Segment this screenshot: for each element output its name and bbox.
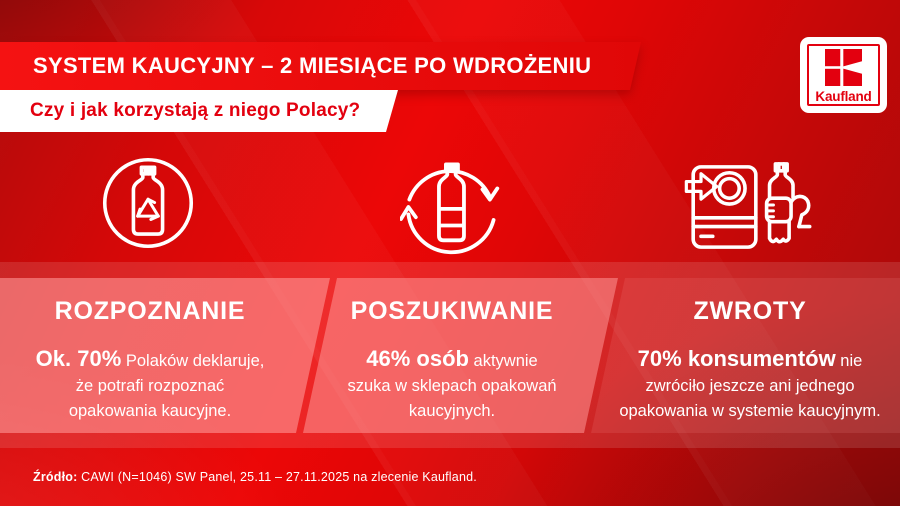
- column-body: Ok. 70% Polaków deklaruje, że potrafi ro…: [15, 346, 285, 424]
- panel-poszukiwanie: [303, 278, 618, 433]
- column-heading: ZWROTY: [693, 297, 807, 325]
- deposit-machine-icon: [684, 161, 812, 253]
- column-rozpoznanie: ROZPOZNANIE Ok. 70% Polaków deklaruje, ż…: [15, 299, 285, 424]
- page-title: SYSTEM KAUCYJNY – 2 MIESIĄCE PO WDROŻENI…: [33, 53, 592, 78]
- title-banner: SYSTEM KAUCYJNY – 2 MIESIĄCE PO WDROŻENI…: [0, 42, 641, 90]
- panel-rozpoznanie: [0, 278, 330, 433]
- kaufland-logo: Kaufland: [800, 37, 887, 113]
- stat-rest: aktywnie: [468, 352, 538, 370]
- panel-zwroty: [591, 278, 900, 433]
- stat-value: 70% konsumentów: [637, 346, 836, 371]
- stat-value: Ok. 70%: [35, 346, 122, 371]
- kaufland-k-icon: [825, 49, 862, 86]
- column-zwroty: ZWROTY 70% konsumentów nie zwróciło jesz…: [595, 299, 900, 424]
- source-label: Źródło:: [33, 470, 78, 484]
- subtitle-banner: Czy i jak korzystają z niego Polacy?: [0, 90, 398, 132]
- bottle-arrows-icon: [400, 157, 502, 257]
- body-line: opakowania kaucyjne.: [68, 402, 232, 420]
- source-text: CAWI (N=1046) SW Panel, 25.11 – 27.11.20…: [77, 470, 477, 484]
- body-line: kaucyjnych.: [408, 402, 496, 420]
- column-heading: POSZUKIWANIE: [350, 297, 554, 325]
- stat-value: 46% osób: [366, 346, 469, 371]
- title-banner-wrap: SYSTEM KAUCYJNY – 2 MIESIĄCE PO WDROŻENI…: [0, 42, 641, 90]
- page-subtitle: Czy i jak korzystają z niego Polacy?: [30, 100, 361, 121]
- logo-frame: [807, 44, 880, 106]
- body-line: że potrafi rozpoznać: [75, 377, 225, 395]
- column-body: 70% konsumentów nie zwróciło jeszcze ani…: [595, 346, 900, 424]
- body-line: zwróciło jeszcze ani jednego: [645, 377, 855, 395]
- body-line: szuka w sklepach opakowań: [347, 377, 557, 395]
- bottle-recycle-icon: [101, 156, 195, 250]
- source-note: Źródło: CAWI (N=1046) SW Panel, 25.11 – …: [33, 470, 477, 484]
- stat-rest: nie: [835, 352, 863, 370]
- column-body: 46% osób aktywnie szuka w sklepach opako…: [317, 346, 587, 424]
- stat-rest: Polaków deklaruje,: [121, 352, 265, 370]
- column-poszukiwanie: POSZUKIWANIE 46% osób aktywnie szuka w s…: [317, 299, 587, 424]
- body-line: opakowania w systemie kaucyjnym.: [619, 402, 881, 420]
- logo-brand-text: Kaufland: [815, 89, 872, 104]
- column-heading: ROZPOZNANIE: [54, 297, 246, 325]
